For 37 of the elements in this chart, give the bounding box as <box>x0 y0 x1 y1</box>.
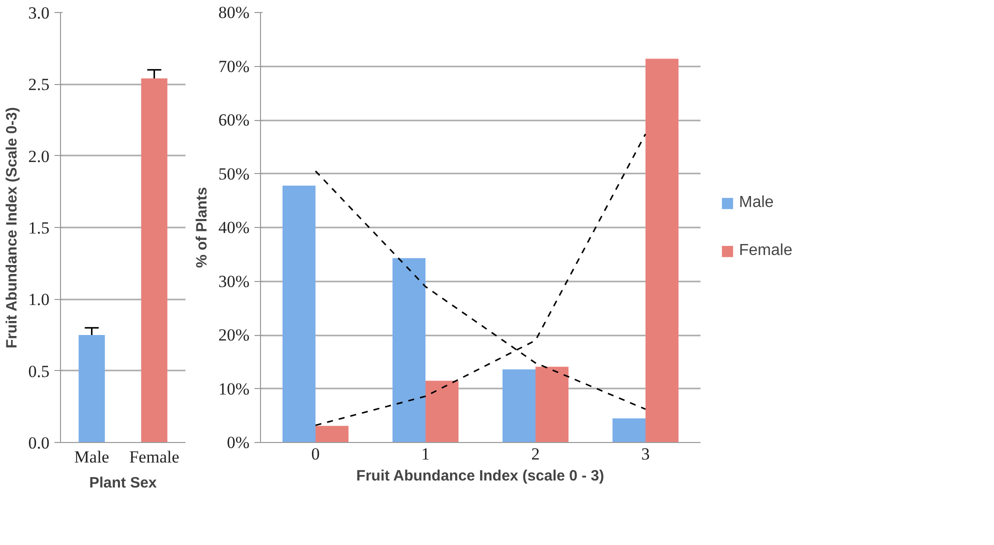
bar <box>536 366 568 442</box>
y-axis-title: % of Plants <box>193 187 210 268</box>
legend-label: Male <box>739 194 774 212</box>
y-tick-label: 60% <box>218 110 250 130</box>
y-tick-label: 80% <box>218 3 250 22</box>
x-tick-label: 2 <box>531 444 540 464</box>
y-tick-label: 0% <box>226 433 250 452</box>
bar <box>502 369 536 442</box>
y-tick-label: 20% <box>218 326 250 344</box>
x-tick-label: 0 <box>311 444 320 464</box>
y-tick-label: 1.0 <box>28 290 50 310</box>
y-tick-label: 30% <box>218 272 250 291</box>
line-series <box>314 133 646 426</box>
y-tick-label: 2.0 <box>28 146 50 166</box>
bar <box>612 418 646 442</box>
y-tick-label: 2.5 <box>28 75 50 94</box>
x-tick-label: Male <box>74 448 110 466</box>
y-tick-label: 1.5 <box>28 218 50 238</box>
bar <box>426 380 458 442</box>
y-tick-label: 0.0 <box>28 434 50 452</box>
y-tick-label: 0.5 <box>28 362 50 381</box>
y-axis-title: Fruit Abundance Index (Scale 0-3) <box>3 107 20 348</box>
legend-label: Female <box>739 242 792 260</box>
x-tick-label: 3 <box>641 444 650 464</box>
x-tick-label: 1 <box>421 444 430 464</box>
y-tick-label: 10% <box>218 379 250 398</box>
bar <box>316 426 348 442</box>
bar <box>282 186 316 442</box>
bar <box>646 58 678 442</box>
y-tick-label: 50% <box>218 164 250 184</box>
y-tick-label: 70% <box>218 56 250 76</box>
bar <box>392 258 426 442</box>
y-tick-label: 3.0 <box>28 4 50 22</box>
x-axis-title: Fruit Abundance Index (scale 0 - 3) <box>356 468 604 484</box>
x-tick-label: Female <box>129 448 180 466</box>
y-tick-label: 40% <box>218 218 250 237</box>
x-axis-title: Plant Sex <box>89 474 158 492</box>
